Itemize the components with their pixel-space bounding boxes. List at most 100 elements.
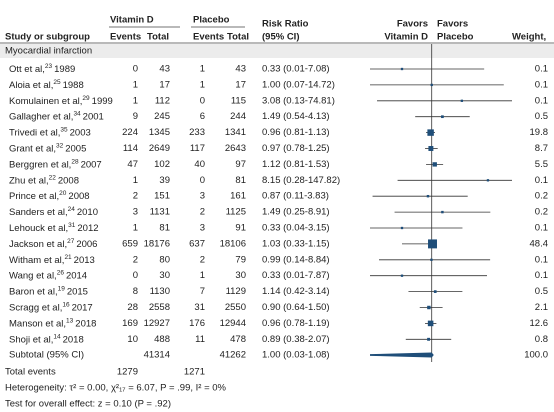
study-name: Scragg et al, bbox=[9, 302, 62, 313]
study-year: 2012 bbox=[77, 223, 98, 234]
cell-e2: 3 bbox=[200, 223, 205, 234]
study-year: 2013 bbox=[74, 254, 95, 265]
cell-t2: 81 bbox=[235, 175, 246, 186]
study-ref: 20 bbox=[59, 190, 67, 197]
cell-t2: 1341 bbox=[225, 127, 246, 138]
cell-e1: 9 bbox=[133, 111, 138, 122]
favors-right: Placebo bbox=[437, 32, 474, 43]
study-label: Prince et al,20 2008 bbox=[9, 190, 90, 202]
weight-label: 0.8 bbox=[535, 334, 548, 345]
study-ref: 29 bbox=[82, 95, 90, 102]
study-name: Trivedi et al, bbox=[9, 127, 60, 138]
cell-t1: 245 bbox=[154, 111, 170, 122]
cell-t1: 151 bbox=[154, 191, 170, 202]
study-label: Scragg et al,16 2017 bbox=[9, 301, 93, 313]
cell-e2: 7 bbox=[200, 286, 205, 297]
cell-t1: 1130 bbox=[150, 286, 170, 297]
cell-e1: 47 bbox=[127, 159, 138, 170]
study-name: Wang et al, bbox=[9, 270, 57, 281]
rr-marker bbox=[427, 129, 434, 136]
rr-marker bbox=[427, 305, 431, 310]
weight-label: 5.5 bbox=[535, 159, 548, 170]
weight-label: 0.1 bbox=[535, 79, 548, 90]
rr-marker bbox=[427, 337, 431, 341]
rr-marker bbox=[400, 226, 404, 230]
favors-right: Favors bbox=[437, 19, 468, 30]
cell-e2: 637 bbox=[189, 238, 205, 249]
study-name: Grant et al, bbox=[9, 143, 56, 154]
rr-marker bbox=[428, 239, 437, 249]
study-year: 2014 bbox=[66, 270, 87, 281]
cell-t1: 18176 bbox=[144, 238, 170, 249]
study-ref: 26 bbox=[57, 269, 65, 276]
cell-t2: 115 bbox=[231, 95, 246, 106]
study-year: 1999 bbox=[92, 95, 113, 106]
study-label: Gallagher et al,34 2001 bbox=[9, 110, 104, 122]
weight-label: 48.4 bbox=[530, 238, 549, 249]
cell-t2: 79 bbox=[235, 254, 246, 265]
rr-label: 0.89 (0.38-2.07) bbox=[262, 334, 330, 345]
study-year: 2018 bbox=[63, 334, 84, 345]
study-name: Gallagher et al, bbox=[9, 111, 73, 122]
study-label: Grant et al,32 2005 bbox=[9, 142, 86, 154]
rr-marker bbox=[400, 274, 404, 277]
study-label: Komulainen et al,29 1999 bbox=[9, 95, 113, 107]
study-ref: 32 bbox=[56, 142, 64, 149]
total-events-label: Total events bbox=[5, 367, 56, 378]
study-label: Wang et al,26 2014 bbox=[9, 269, 87, 281]
rr-marker bbox=[430, 83, 433, 87]
cell-t2: 161 bbox=[230, 191, 246, 202]
total-header: Total bbox=[147, 32, 169, 43]
cell-e1: 8 bbox=[133, 286, 138, 297]
rr-label: 0.96 (0.78-1.19) bbox=[262, 318, 330, 329]
study-ref: 19 bbox=[58, 285, 66, 292]
study-header: Study or subgroup bbox=[5, 32, 90, 43]
study-ref: 24 bbox=[68, 206, 76, 213]
cell-e1: 659 bbox=[122, 238, 138, 249]
cell-t1: 2558 bbox=[149, 302, 170, 313]
cell-e1: 2 bbox=[133, 191, 138, 202]
weight-label: 19.8 bbox=[530, 127, 549, 138]
rr-label: 1.49 (0.25-8.91) bbox=[262, 207, 330, 218]
rr-label: 0.99 (0.14-8.84) bbox=[262, 254, 330, 265]
weight-label: 0.1 bbox=[535, 175, 548, 186]
study-ref: 27 bbox=[67, 238, 75, 245]
study-name: Sanders et al, bbox=[9, 207, 68, 218]
total-e2: 1271 bbox=[184, 367, 205, 378]
study-ref: 25 bbox=[53, 79, 61, 86]
rr-label: 0.97 (0.78-1.25) bbox=[262, 143, 330, 154]
cell-e1: 28 bbox=[127, 302, 138, 313]
cell-e2: 0 bbox=[200, 95, 205, 106]
study-year: 2006 bbox=[76, 238, 97, 249]
cell-t2: 478 bbox=[230, 334, 246, 345]
cell-t1: 112 bbox=[155, 95, 170, 106]
study-name: Shoji et al, bbox=[9, 334, 53, 345]
study-ref: 16 bbox=[62, 301, 70, 308]
subtotal-diamond bbox=[370, 352, 434, 358]
weight-header: Weight, bbox=[512, 32, 546, 43]
cell-e2: 233 bbox=[189, 127, 205, 138]
subtotal-rr: 1.00 (0.03-1.08) bbox=[262, 350, 330, 361]
cell-e1: 10 bbox=[127, 334, 138, 345]
favors-left: Favors bbox=[397, 19, 428, 30]
study-label: Berggren et al,28 2007 bbox=[9, 158, 102, 170]
study-year: 2018 bbox=[75, 318, 96, 329]
study-label: Trivedi et al,35 2003 bbox=[9, 126, 91, 138]
study-year: 1989 bbox=[54, 64, 75, 75]
cell-e2: 3 bbox=[200, 191, 205, 202]
study-name: Prince et al, bbox=[9, 191, 59, 202]
cell-e1: 1 bbox=[133, 79, 138, 90]
study-ref: 34 bbox=[73, 110, 81, 117]
cell-t2: 97 bbox=[235, 159, 246, 170]
rr-marker bbox=[430, 258, 433, 261]
weight-label: 0.1 bbox=[535, 254, 548, 265]
rr-marker bbox=[426, 194, 430, 198]
cell-e2: 176 bbox=[189, 318, 205, 329]
study-ref: 23 bbox=[45, 63, 53, 70]
rr-label: 0.33 (0.01-7.08) bbox=[262, 64, 330, 75]
cell-t2: 18106 bbox=[220, 238, 246, 249]
study-ref: 14 bbox=[53, 333, 61, 340]
study-year: 2008 bbox=[68, 191, 89, 202]
weight-label: 0.2 bbox=[535, 207, 548, 218]
rr-header: Risk Ratio bbox=[262, 19, 309, 30]
